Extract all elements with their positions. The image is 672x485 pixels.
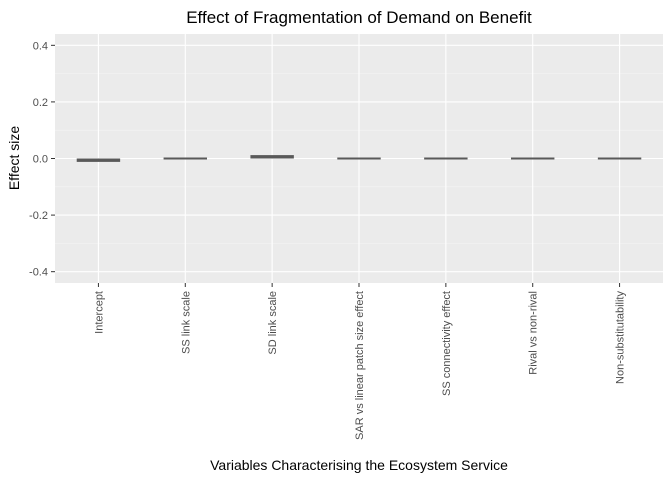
x-tick-label: Rival vs non-rival: [528, 291, 540, 375]
y-tick-label: -0.2: [29, 210, 48, 222]
bar: [337, 157, 381, 160]
x-tick-label: Intercept: [93, 291, 105, 334]
y-tick-label: 0.0: [33, 154, 48, 166]
y-tick-label: 0.4: [33, 40, 48, 52]
x-tick-label: SAR vs linear patch size effect: [354, 291, 366, 440]
x-tick-label: SS link scale: [180, 291, 192, 354]
y-axis-title: Effect size: [6, 126, 22, 191]
x-axis: Intercept SS link scale SD link scale SAR v…: [93, 283, 627, 440]
bar: [76, 158, 121, 162]
x-axis-title: Variables Characterising the Ecosystem S…: [210, 457, 508, 473]
chart-title: Effect of Fragmentation of Demand on Ben…: [186, 8, 532, 27]
bar: [424, 157, 468, 160]
bars: [76, 155, 642, 162]
y-tick-label: 0.2: [33, 97, 48, 109]
x-tick-label: SS connectivity effect: [441, 291, 453, 396]
bar: [511, 157, 555, 160]
y-tick-label: -0.4: [29, 267, 48, 279]
x-tick-label: SD link scale: [267, 291, 279, 355]
bar: [163, 157, 207, 160]
x-tick-label: Non-substitutability: [615, 291, 627, 384]
y-axis: -0.4 -0.2 0.0 0.2 0.4: [29, 40, 55, 279]
bar: [597, 157, 642, 160]
bar: [250, 155, 294, 159]
